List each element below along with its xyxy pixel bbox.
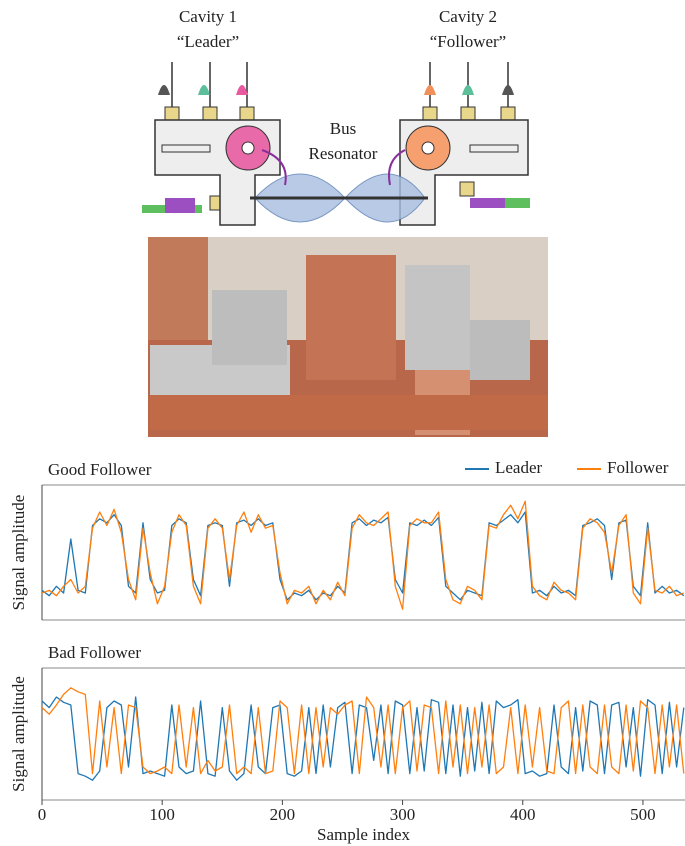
- cavity2-title: Cavity 2: [439, 7, 497, 26]
- y-axis-label: Signal amplitude: [9, 676, 28, 792]
- bus-label: Resonator: [309, 144, 378, 163]
- y-axis-label: Signal amplitude: [9, 495, 28, 611]
- x-tick-label: 100: [149, 805, 175, 824]
- cavity1-title: Cavity 1: [179, 7, 237, 26]
- legend-label: Follower: [607, 458, 669, 477]
- x-axis-label: Sample index: [317, 825, 411, 844]
- cavity1-role: “Leader”: [177, 32, 239, 51]
- x-tick-label: 300: [390, 805, 416, 824]
- device-photo: [148, 237, 548, 437]
- cavity2-role: “Follower”: [430, 32, 506, 51]
- bus-label: Bus: [330, 119, 356, 138]
- charts: Good Follower Signal amplitude Leader Follo…: [9, 458, 685, 844]
- chart-title: Bad Follower: [48, 643, 141, 662]
- x-tick-label: 400: [510, 805, 536, 824]
- chart-title: Good Follower: [48, 460, 152, 479]
- series-line: [41, 696, 685, 781]
- x-tick-label: 500: [630, 805, 656, 824]
- x-tick-label: 200: [270, 805, 296, 824]
- device-diagram: Cavity 1 “Leader” Cavity 2 “Follower” Bu…: [142, 7, 530, 226]
- connectors: [171, 62, 509, 110]
- series-line: [41, 687, 685, 775]
- series-line: [41, 511, 685, 601]
- legend-label: Leader: [495, 458, 543, 477]
- x-tick-label: 0: [38, 805, 47, 824]
- series-line: [41, 500, 685, 610]
